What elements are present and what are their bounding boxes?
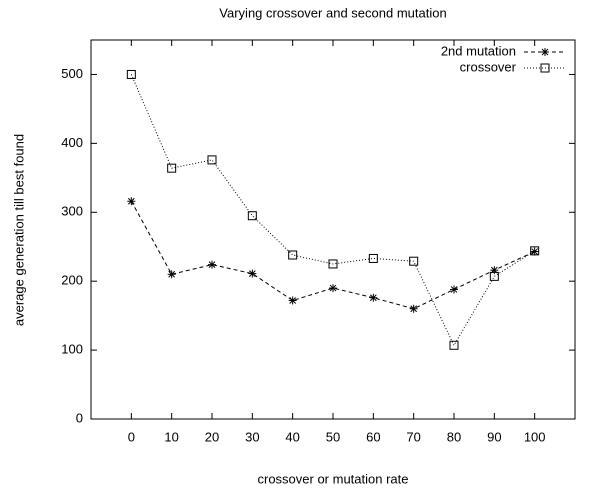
marker — [369, 293, 378, 302]
marker — [288, 250, 298, 260]
y-axis-label: average generation till best found — [11, 134, 26, 326]
y-tick-label: 0 — [76, 410, 83, 425]
marker — [450, 285, 458, 294]
marker — [368, 253, 378, 263]
marker — [248, 269, 257, 278]
marker — [530, 246, 540, 256]
legend-label: crossover — [460, 59, 517, 74]
legend-marker — [541, 48, 549, 56]
x-tick-label: 0 — [128, 429, 135, 444]
marker — [329, 284, 337, 293]
plot-frame — [90, 39, 576, 420]
marker — [207, 155, 217, 165]
legend-label: 2nd mutation — [441, 43, 516, 58]
x-tick-label: 50 — [326, 429, 340, 444]
marker — [126, 69, 136, 79]
marker — [127, 197, 136, 206]
x-tick-label: 10 — [164, 429, 178, 444]
legend-marker — [540, 63, 550, 73]
marker — [449, 340, 459, 350]
y-tick-label: 300 — [61, 204, 83, 219]
marker — [489, 271, 499, 281]
series-line — [130, 201, 535, 310]
marker — [167, 270, 176, 279]
x-tick-label: 70 — [406, 429, 420, 444]
x-axis-label: crossover or mutation rate — [257, 471, 408, 486]
marker — [167, 163, 177, 173]
marker — [288, 296, 297, 305]
marker — [409, 304, 418, 313]
chart-title: Varying crossover and second mutation — [219, 5, 446, 20]
x-tick-label: 20 — [205, 429, 219, 444]
x-tick-label: 90 — [487, 429, 501, 444]
y-tick-label: 100 — [61, 342, 83, 357]
marker — [530, 247, 539, 256]
x-tick-label: 80 — [447, 429, 461, 444]
marker — [208, 260, 216, 269]
marker — [409, 256, 419, 266]
y-tick-label: 500 — [61, 66, 83, 81]
x-tick-label: 100 — [524, 429, 546, 444]
series-line — [130, 74, 535, 347]
x-tick-label: 60 — [366, 429, 380, 444]
x-tick-label: 30 — [245, 429, 259, 444]
x-tick-label: 40 — [285, 429, 299, 444]
marker — [490, 266, 499, 275]
y-tick-label: 400 — [61, 135, 83, 150]
marker — [328, 259, 338, 269]
y-tick-label: 200 — [61, 273, 83, 288]
marker — [247, 211, 257, 221]
